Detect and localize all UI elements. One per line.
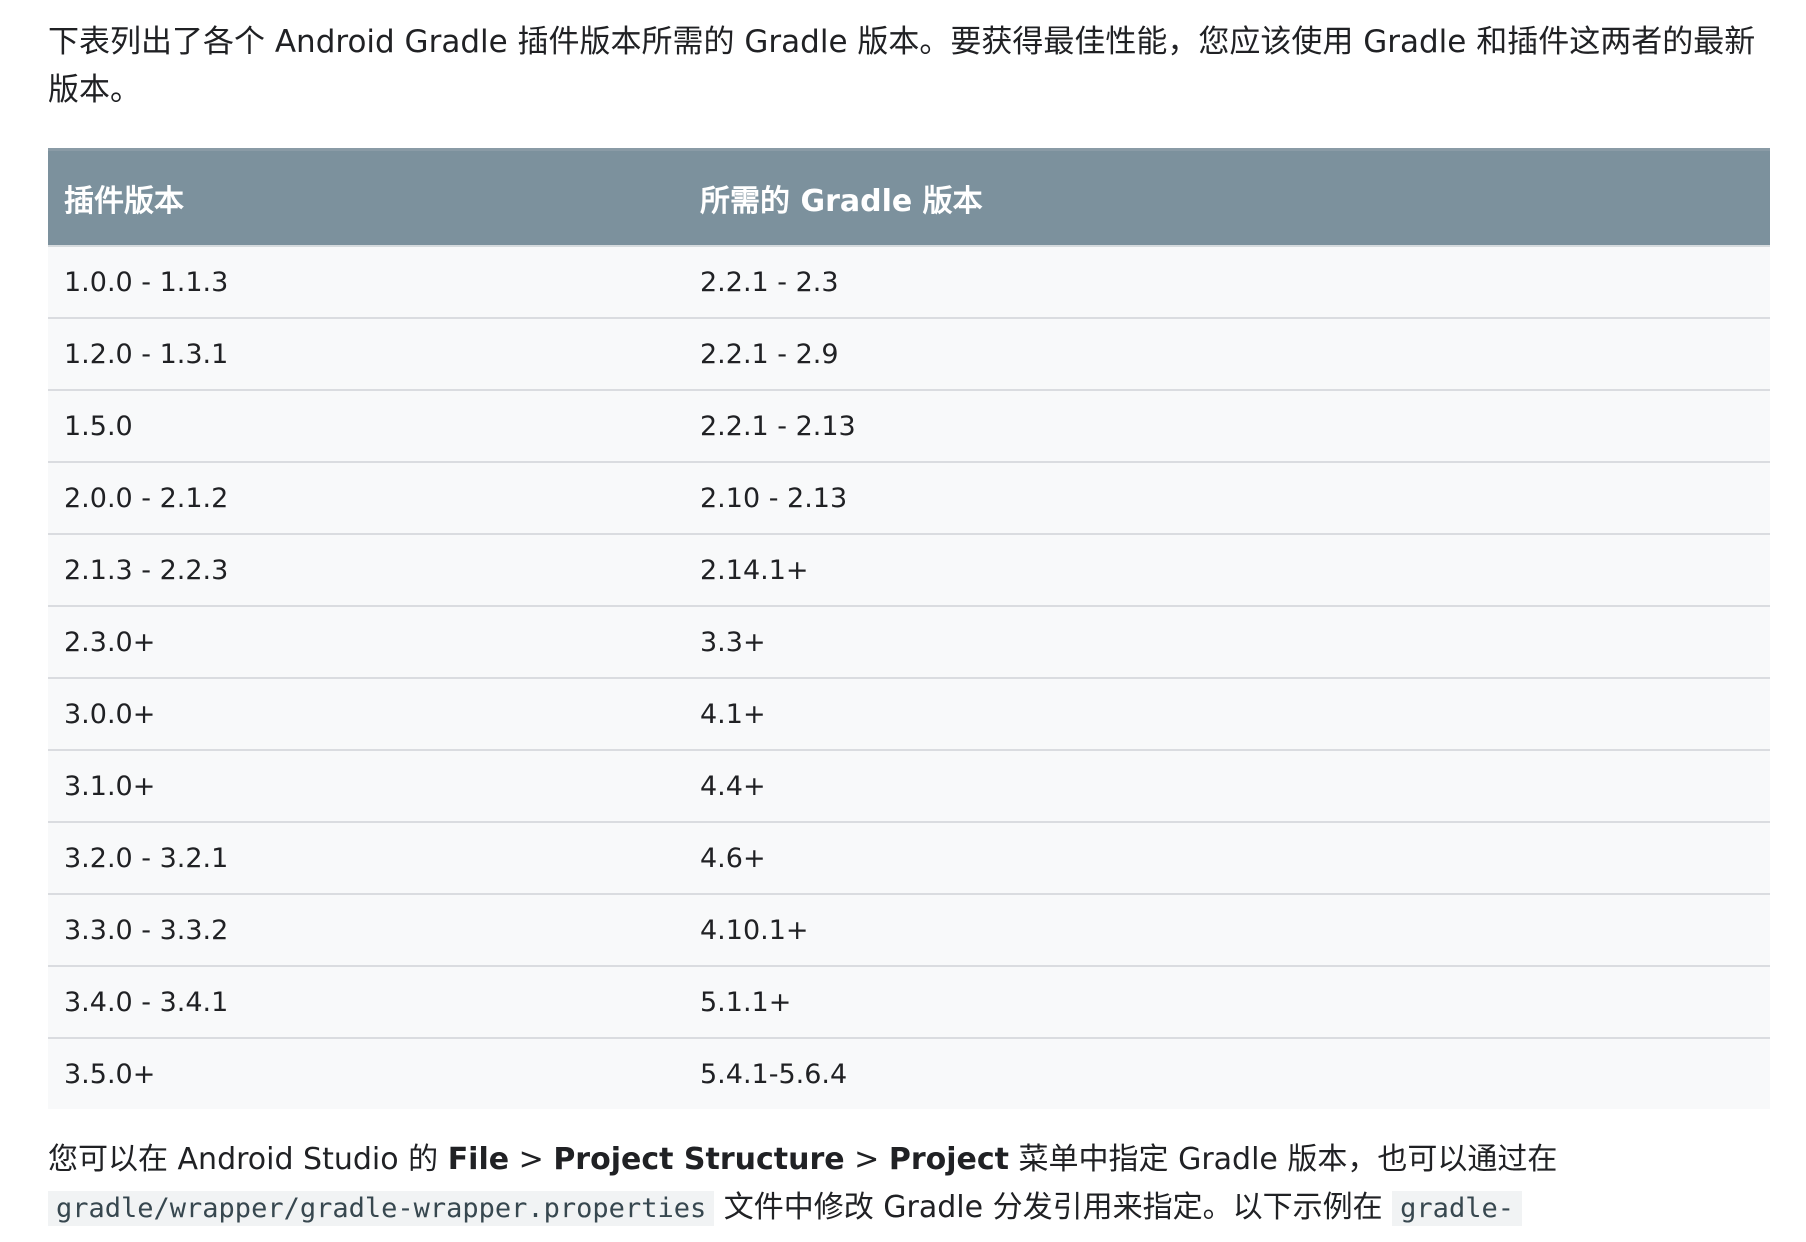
gradle-version-cell: 2.2.1 - 2.9 [684, 318, 1770, 391]
table-row: 2.3.0+ 3.3+ [48, 606, 1770, 679]
gradle-version-cell: 4.10.1+ [684, 894, 1770, 967]
gradle-version-table: 插件版本 所需的 Gradle 版本 1.0.0 - 1.1.3 2.2.1 -… [48, 148, 1770, 1109]
gradle-version-cell: 4.4+ [684, 750, 1770, 823]
plugin-version-cell: 3.3.0 - 3.3.2 [48, 894, 684, 967]
outro-text: 菜单中指定 Gradle 版本，也可以通过在 [1009, 1142, 1558, 1177]
plugin-version-cell: 3.2.0 - 3.2.1 [48, 822, 684, 895]
table-row: 1.0.0 - 1.1.3 2.2.1 - 2.3 [48, 246, 1770, 319]
code-wrapper-properties-path: gradle/wrapper/gradle-wrapper.properties [48, 1191, 715, 1226]
table-row: 3.1.0+ 4.4+ [48, 750, 1770, 823]
table-row: 1.2.0 - 1.3.1 2.2.1 - 2.9 [48, 318, 1770, 391]
menu-project-structure: Project Structure [553, 1142, 845, 1177]
menu-separator: > [844, 1142, 889, 1177]
table-row: 3.2.0 - 3.2.1 4.6+ [48, 822, 1770, 895]
outro-text: 文件中修改 Gradle 分发引用来指定。以下示例在 [714, 1190, 1393, 1225]
gradle-version-cell: 2.14.1+ [684, 534, 1770, 607]
table-row: 2.1.3 - 2.2.3 2.14.1+ [48, 534, 1770, 607]
plugin-version-cell: 3.1.0+ [48, 750, 684, 823]
gradle-version-cell: 5.1.1+ [684, 966, 1770, 1039]
plugin-version-cell: 2.0.0 - 2.1.2 [48, 462, 684, 535]
plugin-version-cell: 1.0.0 - 1.1.3 [48, 246, 684, 319]
table-row: 1.5.0 2.2.1 - 2.13 [48, 390, 1770, 463]
table-row: 3.5.0+ 5.4.1-5.6.4 [48, 1038, 1770, 1109]
menu-project: Project [888, 1142, 1010, 1177]
table-header-row: 插件版本 所需的 Gradle 版本 [48, 149, 1770, 247]
plugin-version-cell: 3.4.0 - 3.4.1 [48, 966, 684, 1039]
plugin-version-cell: 2.1.3 - 2.2.3 [48, 534, 684, 607]
plugin-version-cell: 2.3.0+ [48, 606, 684, 679]
header-plugin-version: 插件版本 [48, 149, 684, 247]
plugin-version-cell: 3.5.0+ [48, 1038, 684, 1109]
gradle-version-cell: 2.2.1 - 2.13 [684, 390, 1770, 463]
plugin-version-cell: 1.2.0 - 1.3.1 [48, 318, 684, 391]
gradle-version-cell: 2.2.1 - 2.3 [684, 246, 1770, 319]
table-row: 3.3.0 - 3.3.2 4.10.1+ [48, 894, 1770, 967]
table-row: 3.4.0 - 3.4.1 5.1.1+ [48, 966, 1770, 1039]
header-gradle-version: 所需的 Gradle 版本 [684, 149, 1770, 247]
content-page: 下表列出了各个 Android Gradle 插件版本所需的 Gradle 版本… [48, 0, 1770, 1226]
menu-file: File [447, 1142, 510, 1177]
intro-paragraph: 下表列出了各个 Android Gradle 插件版本所需的 Gradle 版本… [48, 24, 1756, 108]
gradle-version-cell: 4.1+ [684, 678, 1770, 751]
gradle-version-cell: 4.6+ [684, 822, 1770, 895]
outro-paragraph: 您可以在 Android Studio 的 File > Project Str… [48, 1136, 1770, 1233]
table-row: 3.0.0+ 4.1+ [48, 678, 1770, 751]
code-gradle-fragment: gradle- [1392, 1191, 1522, 1226]
outro-text: 您可以在 Android Studio 的 [48, 1142, 448, 1177]
gradle-version-cell: 3.3+ [684, 606, 1770, 679]
gradle-version-cell: 5.4.1-5.6.4 [684, 1038, 1770, 1109]
gradle-version-cell: 2.10 - 2.13 [684, 462, 1770, 535]
plugin-version-cell: 3.0.0+ [48, 678, 684, 751]
menu-separator: > [509, 1142, 554, 1177]
table-row: 2.0.0 - 2.1.2 2.10 - 2.13 [48, 462, 1770, 535]
plugin-version-cell: 1.5.0 [48, 390, 684, 463]
